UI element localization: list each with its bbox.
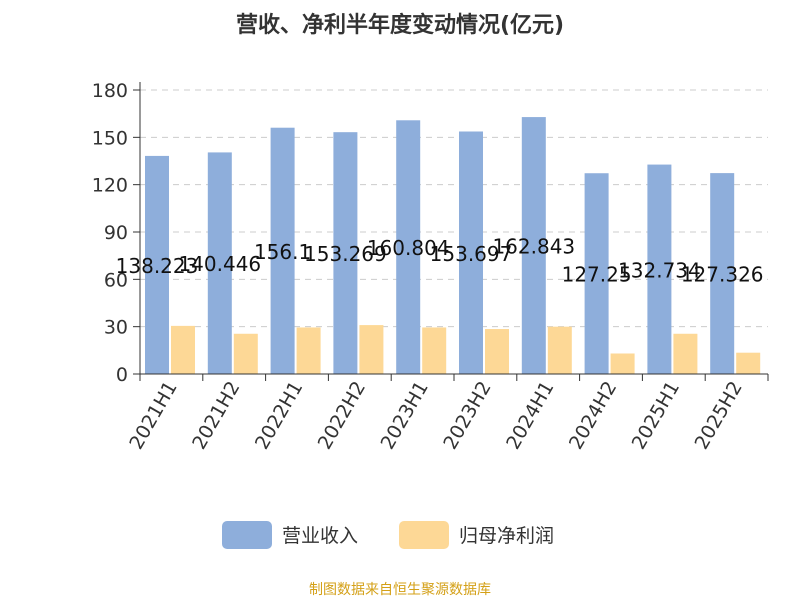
bar-revenue[interactable]: [396, 120, 421, 375]
x-tick-label: 2023H2: [439, 378, 495, 454]
bar-value-label: 127.326: [681, 263, 764, 287]
legend-swatch-profit[interactable]: [399, 521, 449, 549]
legend-swatch-revenue[interactable]: [222, 521, 272, 549]
bar-net-profit[interactable]: [485, 329, 509, 374]
x-tick-label: 2024H1: [502, 378, 558, 454]
y-tick-label: 90: [104, 222, 128, 244]
bar-value-label: 140.446: [178, 252, 261, 276]
y-tick-label: 120: [92, 175, 128, 197]
bar-revenue[interactable]: [333, 132, 358, 374]
y-tick-label: 30: [104, 317, 128, 339]
bar-value-label: 156.1: [254, 240, 311, 264]
bar-revenue[interactable]: [270, 127, 295, 374]
bar-value-label: 138.223: [116, 254, 199, 278]
bar-net-profit[interactable]: [673, 333, 698, 374]
bar-value-label: 127.25: [562, 263, 632, 287]
bar-revenue[interactable]: [521, 117, 546, 374]
source-note: 制图数据来自恒生聚源数据库: [309, 582, 491, 598]
y-tick-label: 150: [92, 127, 128, 149]
bar-revenue[interactable]: [710, 173, 735, 374]
y-tick-label: 60: [104, 269, 128, 291]
bar-net-profit[interactable]: [359, 325, 384, 374]
bar-value-label: 153.269: [304, 242, 387, 266]
bar-value-label: 160.804: [367, 236, 450, 260]
chart-title: 营收、净利半年度变动情况(亿元): [236, 12, 564, 38]
bar-net-profit[interactable]: [736, 352, 761, 374]
bar-net-profit[interactable]: [233, 333, 258, 374]
bar-revenue[interactable]: [459, 131, 483, 374]
x-tick-label: 2025H1: [628, 378, 684, 454]
y-tick-label: 180: [92, 80, 128, 102]
bar-revenue[interactable]: [207, 152, 232, 374]
y-tick-label: 0: [116, 364, 128, 386]
bar-net-profit[interactable]: [610, 353, 635, 374]
x-tick-label: 2021H2: [188, 378, 244, 454]
bar-value-label: 162.843: [492, 235, 575, 259]
bar-net-profit[interactable]: [171, 325, 195, 374]
legend-label-profit[interactable]: 归母净利润: [459, 525, 554, 547]
x-tick-label: 2022H2: [314, 378, 370, 454]
bar-net-profit[interactable]: [422, 327, 447, 374]
x-tick-label: 2024H2: [565, 378, 621, 454]
legend: 营业收入 归母净利润: [222, 521, 554, 549]
bar-value-label: 132.734: [618, 258, 701, 282]
bar-value-label: 153.697: [430, 242, 513, 266]
x-tick-label: 2021H1: [125, 378, 181, 454]
bar-revenue[interactable]: [647, 164, 672, 374]
bar-revenue[interactable]: [584, 173, 609, 374]
legend-label-revenue[interactable]: 营业收入: [282, 525, 358, 547]
x-tick-label: 2023H1: [377, 378, 433, 454]
x-tick-label: 2025H2: [691, 378, 747, 454]
bar-revenue[interactable]: [145, 155, 169, 374]
bar-net-profit[interactable]: [296, 327, 321, 374]
x-tick-label: 2022H1: [251, 378, 307, 454]
bar-net-profit[interactable]: [547, 326, 572, 374]
